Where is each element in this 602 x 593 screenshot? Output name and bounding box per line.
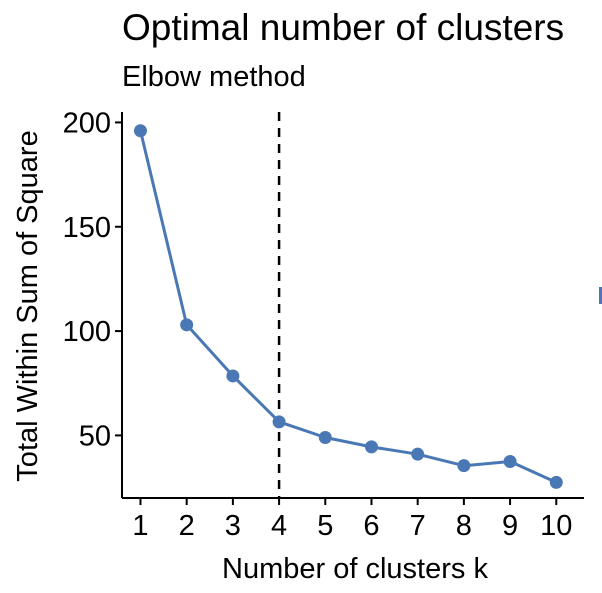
x-tick-label: 9 [502, 510, 518, 542]
data-point [549, 475, 563, 489]
data-point [457, 459, 471, 473]
y-tick-label: 100 [63, 316, 111, 348]
x-tick-label: 2 [179, 510, 195, 542]
data-point [318, 430, 332, 444]
data-point [272, 415, 286, 429]
data-point [411, 447, 425, 461]
edge-fragment [599, 287, 602, 304]
wss-series-line [139, 130, 557, 484]
x-tick-label: 10 [540, 510, 572, 542]
data-point [180, 318, 194, 332]
data-point [226, 369, 240, 383]
plot-area: 50 100 150 200 1 2 3 4 5 6 7 8 9 10 [63, 107, 584, 542]
y-tick-label: 200 [63, 107, 111, 139]
y-axis-title: Total Within Sum of Square [12, 130, 44, 481]
x-tick-label: 8 [456, 510, 472, 542]
x-tick-label: 7 [410, 510, 426, 542]
x-tick-label: 4 [271, 510, 287, 542]
chart-subtitle: Elbow method [122, 61, 306, 93]
x-tick-label: 6 [363, 510, 379, 542]
data-point [133, 124, 147, 138]
data-point [364, 440, 378, 454]
x-tick-label: 1 [132, 510, 148, 542]
data-point [503, 454, 517, 468]
y-tick-label: 150 [63, 212, 111, 244]
x-axis-title: Number of clusters k [222, 553, 488, 585]
x-tick-label: 3 [225, 510, 241, 542]
y-tick-label: 50 [79, 420, 111, 452]
x-tick-label: 5 [317, 510, 333, 542]
chart-title: Optimal number of clusters [122, 7, 564, 48]
